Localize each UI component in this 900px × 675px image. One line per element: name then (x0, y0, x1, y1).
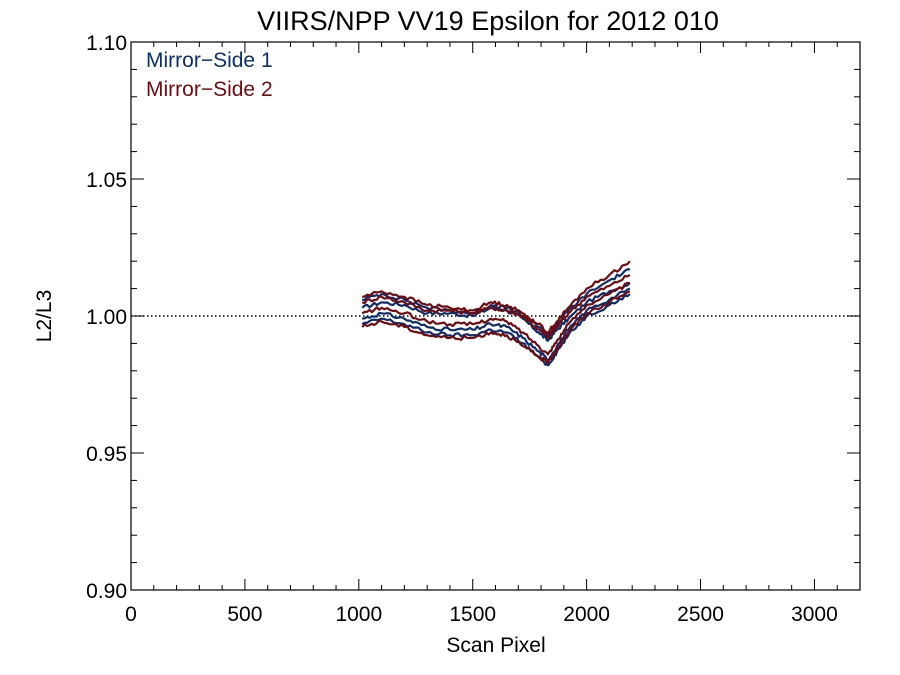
y-tick-label: 0.90 (86, 580, 127, 603)
y-tick-label: 0.95 (86, 443, 127, 466)
y-tick-label: 1.05 (86, 169, 127, 192)
x-tick-label: 2000 (563, 603, 610, 626)
series-group (361, 260, 631, 367)
x-tick-label: 3000 (791, 603, 838, 626)
x-tick-label: 1000 (335, 603, 382, 626)
tick-labels: 0 500 1000 1500 2000 2500 3000 0.90 0.95 1.00 1.05… (86, 32, 838, 626)
x-tick-label: 2500 (677, 603, 724, 626)
series-line (361, 293, 631, 367)
series-2 (361, 260, 631, 365)
x-tick-label: 1500 (449, 603, 496, 626)
y-axis-label: L2/L3 (33, 290, 56, 343)
legend-entry-mirror-side-1: Mirror−Side 1 (146, 49, 273, 72)
y-tick-label: 1.00 (86, 306, 127, 329)
series-1 (361, 268, 631, 367)
series-line (362, 287, 631, 361)
y-tick-label: 1.10 (86, 32, 127, 55)
x-tick-label: 500 (227, 603, 262, 626)
x-tick-label: 0 (125, 603, 137, 626)
series-line (361, 273, 631, 340)
chart-title: VIIRS/NPP VV19 Epsilon for 2012 010 (257, 6, 719, 36)
legend-entry-mirror-side-2: Mirror−Side 2 (146, 78, 273, 101)
plot-frame (130, 41, 861, 591)
series-line (362, 260, 631, 334)
series-line (361, 290, 631, 365)
legend: Mirror−Side 1 Mirror−Side 2 (146, 49, 273, 101)
x-axis-label: Scan Pixel (446, 634, 545, 657)
axis-ticks (130, 41, 860, 591)
series-line (361, 281, 630, 356)
